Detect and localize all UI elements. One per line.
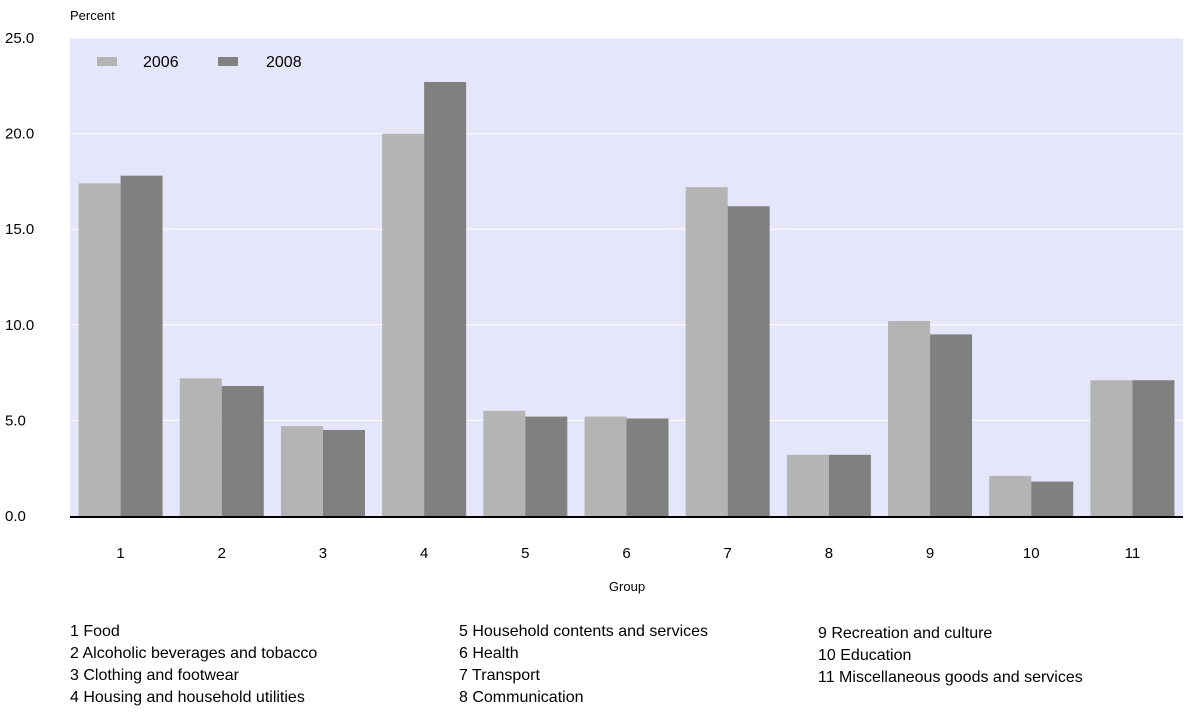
bar-2006-group-5: [483, 410, 526, 516]
y-tick-label: 20.0: [5, 126, 34, 143]
bars: [78, 81, 1175, 517]
x-axis-ticks: 1 2 3 4 5 6 7 8 9 10 11: [116, 545, 1140, 562]
x-tick-label: 5: [521, 545, 529, 562]
bar-2008-group-11: [1132, 380, 1175, 516]
bar-2008-group-9: [930, 334, 973, 516]
legend-swatch-2006: [97, 57, 117, 66]
x-tick-label: 4: [420, 545, 428, 562]
bar-2008-group-2: [221, 385, 264, 516]
legend-label-2006: 2006: [143, 54, 179, 71]
bar-2006-group-3: [280, 426, 323, 516]
bar-2006-group-2: [179, 378, 222, 516]
x-tick-label: 7: [724, 545, 732, 562]
y-tick-label: 0.0: [5, 508, 26, 525]
bar-2006-group-7: [685, 187, 728, 517]
x-tick-label: 11: [1125, 545, 1141, 562]
group-key-item: 4 Housing and household utilities: [70, 689, 305, 706]
bar-2008-group-8: [828, 454, 871, 516]
y-tick-label: 25.0: [5, 30, 34, 47]
bar-2008-group-5: [525, 416, 568, 516]
bar-2006-group-10: [989, 475, 1032, 516]
x-axis-label: Group: [609, 579, 645, 594]
group-key-column-2: 5 Household contents and services 6 Heal…: [459, 621, 708, 709]
bar-2008-group-3: [322, 429, 365, 516]
group-key-item: 9 Recreation and culture: [818, 625, 993, 642]
bar-2006-group-1: [78, 183, 121, 516]
legend: 2006 2008: [97, 54, 302, 71]
bar-2006-group-11: [1090, 380, 1133, 516]
x-tick-label: 3: [319, 545, 327, 562]
y-axis-ticks: 0.0 5.0 10.0 15.0 20.0 25.0: [5, 30, 34, 525]
x-tick-label: 1: [116, 545, 124, 562]
y-tick-label: 5.0: [5, 412, 26, 429]
bar-2008-group-6: [626, 418, 669, 516]
x-tick-label: 10: [1023, 545, 1040, 562]
group-key-item: 1 Food: [70, 623, 120, 640]
bar-2008-group-10: [1031, 481, 1074, 516]
group-key-column-1: 1 Food 2 Alcoholic beverages and tobacco…: [70, 621, 317, 709]
group-key-column-3: 9 Recreation and culture 10 Education 11…: [818, 623, 1083, 689]
group-key-item: 6 Health: [459, 645, 519, 662]
y-tick-label: 10.0: [5, 317, 34, 334]
group-key-item: 10 Education: [818, 647, 912, 664]
bar-2006-group-9: [888, 320, 931, 516]
x-tick-label: 6: [622, 545, 630, 562]
bar-2006-group-4: [382, 133, 425, 516]
group-key-item: 8 Communication: [459, 689, 584, 706]
group-key-item: 7 Transport: [459, 667, 540, 684]
legend-label-2008: 2008: [266, 54, 302, 71]
bar-2008-group-7: [727, 206, 770, 517]
x-tick-label: 2: [218, 545, 226, 562]
group-key-item: 11 Miscellaneous goods and services: [818, 669, 1083, 686]
group-key-item: 5 Household contents and services: [459, 623, 709, 640]
x-tick-label: 9: [926, 545, 934, 562]
group-key-item: 2 Alcoholic beverages and tobacco: [70, 645, 318, 662]
x-tick-label: 8: [825, 545, 833, 562]
group-key-item: 3 Clothing and footwear: [70, 667, 239, 684]
y-axis-label: Percent: [70, 8, 115, 23]
legend-swatch-2008: [218, 57, 238, 66]
y-tick-label: 15.0: [5, 221, 34, 238]
bar-2008-group-1: [120, 175, 163, 516]
bar-2006-group-6: [584, 416, 627, 516]
bar-chart: 0.0 5.0 10.0 15.0 20.0 25.0 1 2 3 4 5 6 7 8 9 10 11 Per…: [5, 8, 1183, 594]
bar-2008-group-4: [424, 81, 467, 516]
bar-2006-group-8: [786, 454, 829, 516]
